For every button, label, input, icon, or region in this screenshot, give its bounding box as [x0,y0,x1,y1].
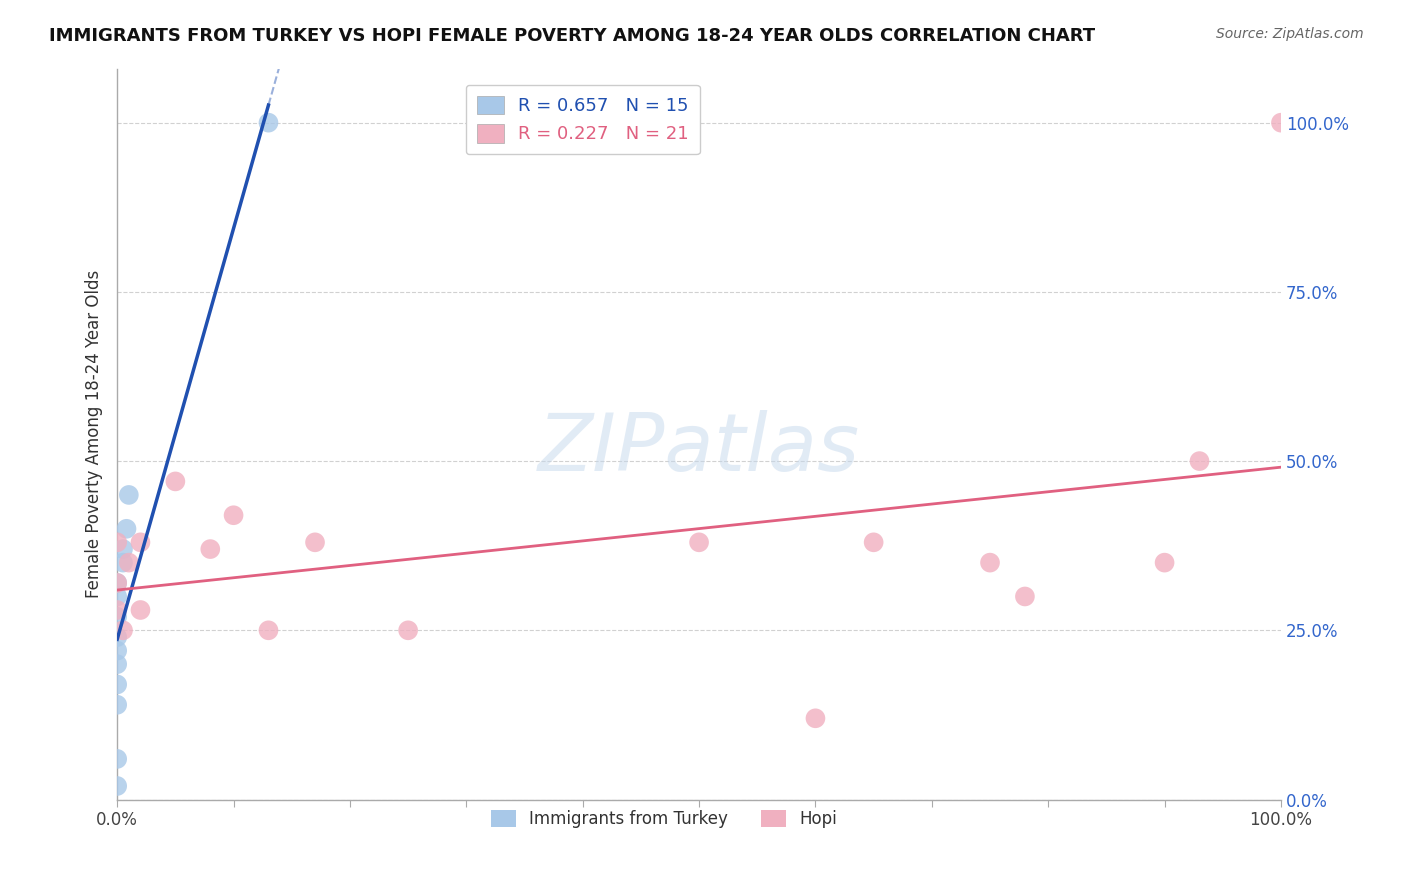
Point [118,556,141,570]
Point [105,576,128,591]
Point [105,752,128,766]
Point [862,535,884,549]
Point [105,535,128,549]
Point [118,488,141,502]
Point [105,677,128,691]
Point [115,522,138,536]
Point [304,535,326,549]
Point [111,556,134,570]
Point [105,590,128,604]
Point [105,698,128,712]
Point [105,630,128,644]
Text: Source: ZipAtlas.com: Source: ZipAtlas.com [1216,27,1364,41]
Point [111,542,134,557]
Point [105,576,128,591]
Y-axis label: Female Poverty Among 18-24 Year Olds: Female Poverty Among 18-24 Year Olds [86,270,103,599]
Point [105,643,128,657]
Point [105,779,128,793]
Point [200,542,222,557]
Point [804,711,827,725]
Legend: Immigrants from Turkey, Hopi: Immigrants from Turkey, Hopi [484,804,844,835]
Point [111,624,134,638]
Point [396,624,419,638]
Point [688,535,710,549]
Point [257,624,280,638]
Point [165,475,187,489]
Point [222,508,245,523]
Point [105,657,128,672]
Point [257,116,280,130]
Point [1188,454,1211,468]
Point [129,535,152,549]
Text: IMMIGRANTS FROM TURKEY VS HOPI FEMALE POVERTY AMONG 18-24 YEAR OLDS CORRELATION : IMMIGRANTS FROM TURKEY VS HOPI FEMALE PO… [49,27,1095,45]
Point [129,603,152,617]
Point [1153,556,1175,570]
Point [1014,590,1036,604]
Point [105,609,128,624]
Text: ZIPatlas: ZIPatlas [538,409,860,488]
Point [979,556,1001,570]
Point [105,603,128,617]
Point [1270,116,1292,130]
